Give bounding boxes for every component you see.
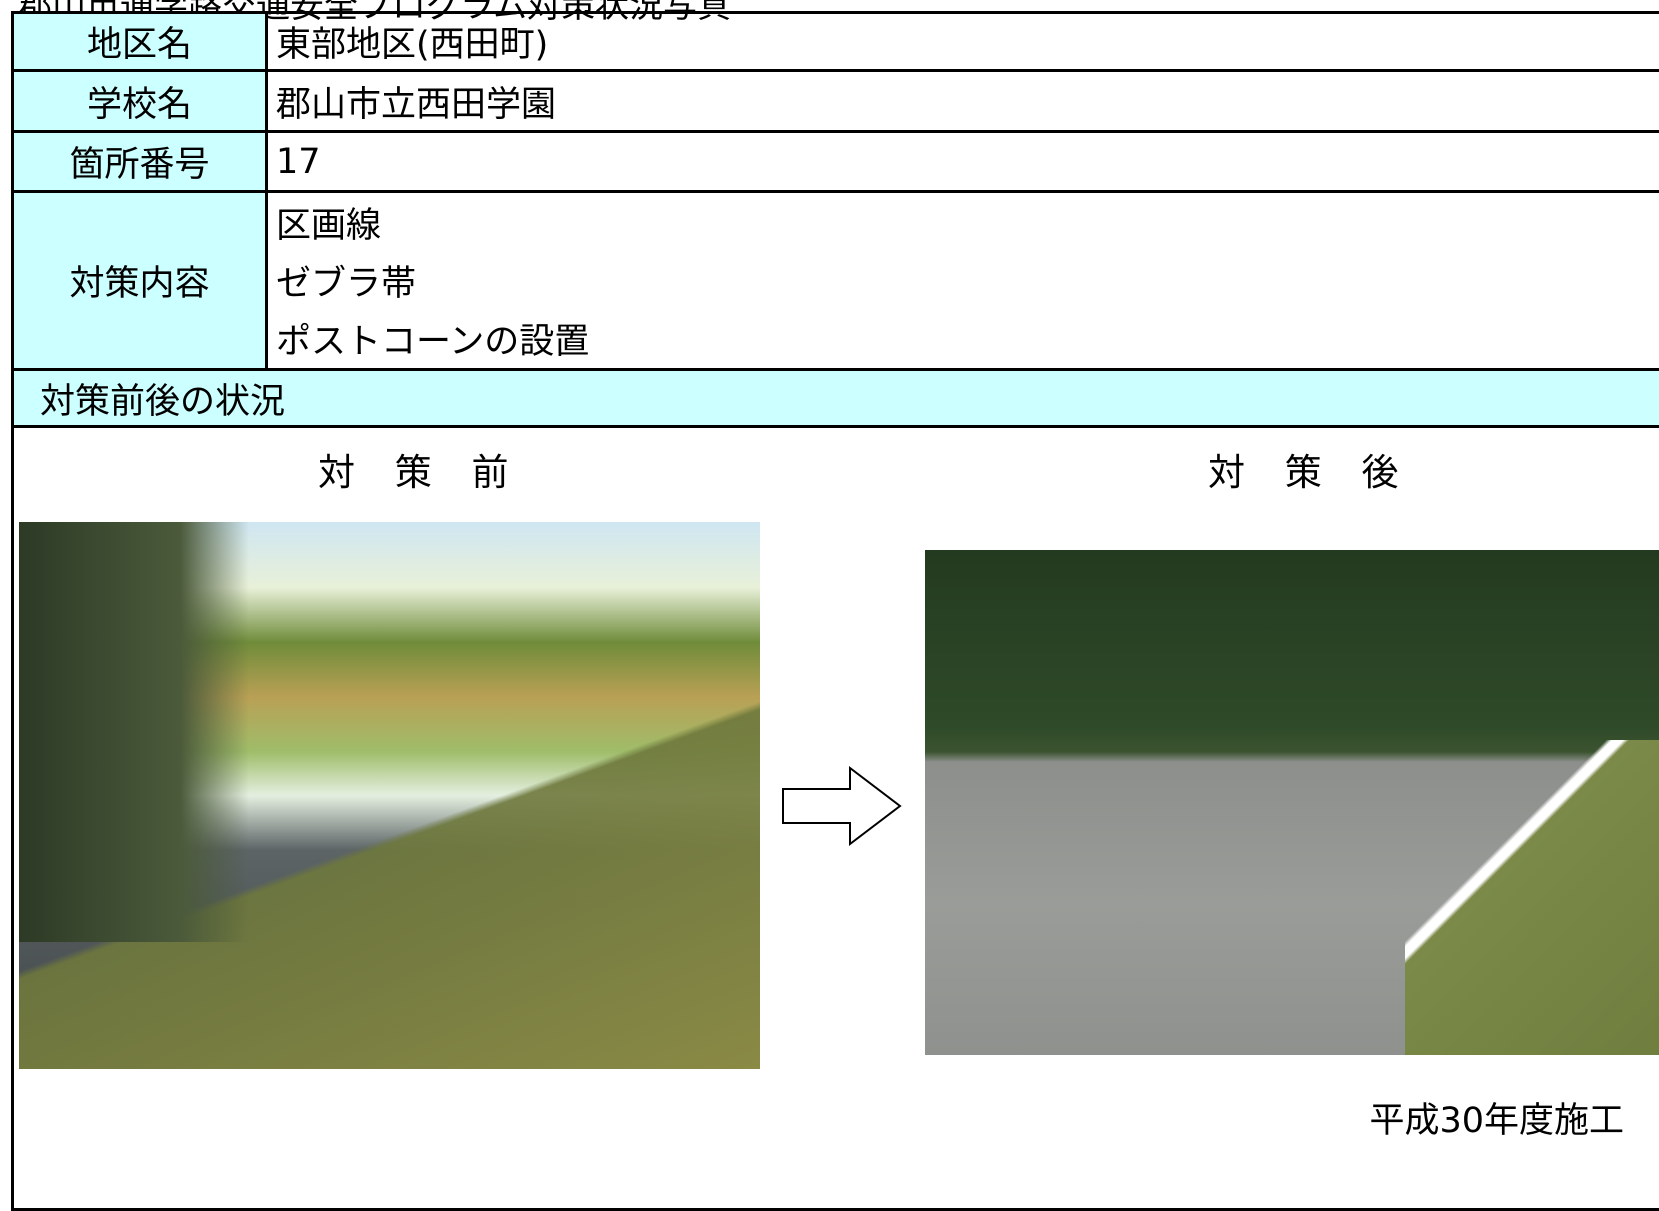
construction-note: 平成30年度施工	[1369, 1101, 1624, 1141]
arrow	[782, 765, 902, 847]
row-value: 東部地区(西田町)	[268, 11, 1659, 72]
page: html, body { margin: 0; padding: 0; } bo…	[11, 0, 1659, 1211]
arrow-shape	[782, 765, 902, 847]
section-title: 対策前後の状況	[11, 368, 1659, 428]
row-label: 地区名	[11, 11, 268, 72]
row-value: 区画線 ゼブラ帯 ポストコーンの設置	[268, 190, 1659, 371]
row-value: 17	[268, 130, 1659, 193]
photo-detail	[19, 522, 249, 942]
row-label: 箇所番号	[11, 130, 268, 193]
row-label: 対策内容	[11, 190, 268, 371]
row-label: 学校名	[11, 69, 268, 133]
after-label: 対 策 後	[1208, 451, 1413, 494]
photo-detail	[1405, 740, 1659, 1055]
before-photo	[19, 522, 760, 1069]
before-label: 対 策 前	[318, 451, 523, 494]
measure-item: ポストコーンの設置	[276, 322, 590, 363]
measure-item: 区画線	[276, 205, 382, 246]
row-value: 郡山市立西田学園	[268, 69, 1659, 133]
measure-item: ゼブラ帯	[276, 263, 417, 304]
body: {"header": {"title": "郡山市通学路交通安全プログラム対策状…	[11, 0, 1659, 1211]
after-photo	[925, 550, 1659, 1055]
